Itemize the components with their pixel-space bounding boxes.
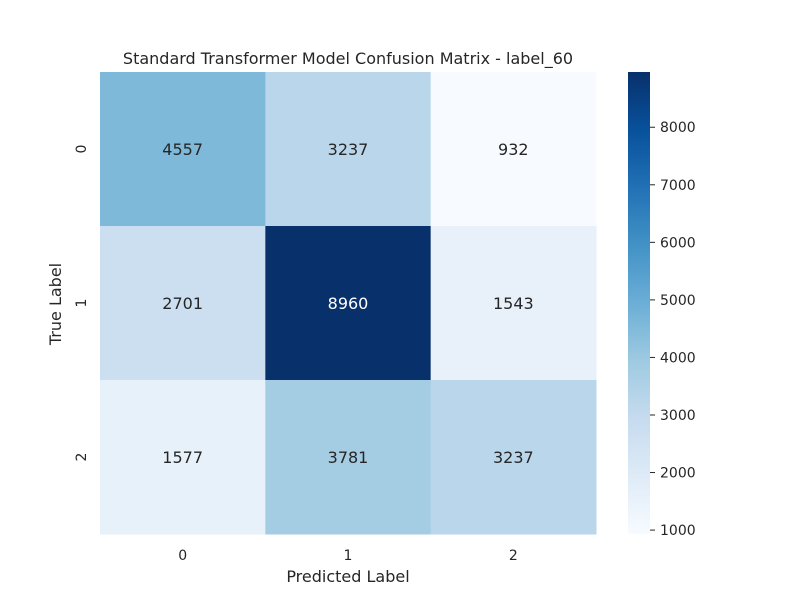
heatmap-cell-value-r2-c1: 3781: [328, 448, 369, 467]
colorbar-tick-label-6: 7000: [660, 178, 696, 194]
heatmap-cell-r0-c0: [100, 72, 266, 227]
x-tick-label-1: 1: [344, 548, 353, 564]
x-tick-label-2: 2: [509, 548, 518, 564]
heatmap-cells: [100, 72, 597, 535]
heatmap-cell-r2-c0: [100, 380, 266, 535]
x-axis-ticks: 0 1 2: [178, 548, 518, 564]
heatmap-cell-value-r1-c1: 8960: [328, 294, 369, 313]
heatmap-cell-labels: 4557 3237 932 2701 8960 1543 1577 3781 3237: [162, 140, 533, 467]
x-tick-label-0: 0: [178, 548, 187, 564]
heatmap-cell-r2-c1: [265, 380, 432, 535]
colorbar-tick-label-1: 2000: [660, 466, 696, 482]
heatmap-cell-r0-c1: [265, 72, 432, 227]
heatmap-cell-value-r2-c0: 1577: [162, 448, 203, 467]
heatmap-cell-r1-c1: [265, 226, 432, 381]
colorbar: [628, 72, 650, 534]
heatmap-cell-value-r1-c0: 2701: [162, 294, 203, 313]
heatmap-cell-value-r0-c2: 932: [498, 140, 529, 159]
colorbar-tick-label-4: 5000: [660, 293, 696, 309]
heatmap-cell-value-r0-c1: 3237: [328, 140, 369, 159]
heatmap-cell-r0-c2: [430, 72, 597, 227]
heatmap-cell-r2-c2: [430, 380, 597, 535]
y-axis-ticks: 0 1 2: [74, 145, 90, 462]
heatmap-cell-r1-c0: [100, 226, 266, 381]
colorbar-tick-label-3: 4000: [660, 350, 696, 366]
y-tick-label-0: 0: [74, 145, 90, 154]
colorbar-ticks: 1000 2000 3000 4000 5000 6000 7000 8000: [650, 120, 696, 539]
chart-title: Standard Transformer Model Confusion Mat…: [123, 49, 573, 69]
heatmap-cell-r1-c2: [430, 226, 597, 381]
colorbar-tick-label-5: 6000: [660, 235, 696, 251]
heatmap-cell-value-r2-c2: 3237: [493, 448, 534, 467]
colorbar-tick-label-2: 3000: [660, 408, 696, 424]
heatmap-cell-value-r0-c0: 4557: [162, 140, 203, 159]
y-tick-label-1: 1: [74, 299, 90, 308]
heatmap-cell-value-r1-c2: 1543: [493, 294, 534, 313]
colorbar-tick-label-0: 1000: [660, 523, 696, 539]
x-axis-label: Predicted Label: [286, 567, 409, 586]
y-axis-label: True Label: [46, 263, 65, 346]
colorbar-tick-label-7: 8000: [660, 120, 696, 136]
y-tick-label-2: 2: [74, 453, 90, 462]
